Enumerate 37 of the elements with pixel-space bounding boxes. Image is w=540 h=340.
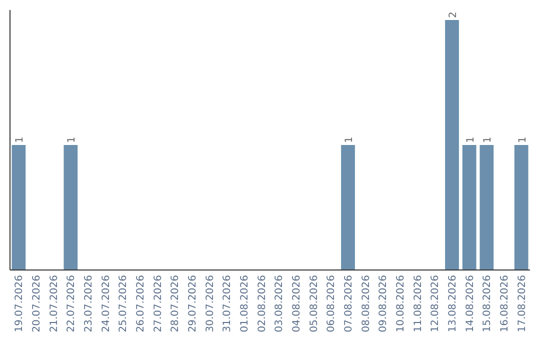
x-tick-label: 05.08.2026 [308, 275, 320, 332]
x-tick-label: 03.08.2026 [274, 275, 286, 332]
x-tick-label: 15.08.2026 [482, 275, 494, 332]
x-tick-label: 01.08.2026 [240, 275, 250, 332]
data-label: 1 [344, 136, 355, 143]
x-tick-label: 06.08.2026 [326, 275, 338, 332]
x-tick-label: 07.08.2026 [344, 275, 354, 332]
data-label: 1 [14, 136, 26, 143]
x-tick-label: 16.08.2026 [500, 275, 510, 332]
data-label: 1 [517, 136, 528, 143]
x-tick-label: 12.08.2026 [430, 275, 442, 332]
x-tick-label: 23.07.2026 [84, 275, 94, 332]
x-tick-label: 24.07.2026 [100, 275, 112, 332]
x-tick-label: 22.07.2026 [66, 275, 78, 332]
x-tick-label: 14.08.2026 [464, 275, 476, 332]
x-tick-label: 17.08.2026 [516, 275, 528, 332]
x-tick-label: 25.07.2026 [118, 275, 130, 332]
x-tick-label: 28.07.2026 [170, 275, 182, 332]
x-tick-label: 10.08.2026 [396, 275, 406, 332]
data-label: 1 [66, 136, 78, 143]
x-tick-label: 21.07.2026 [48, 275, 60, 332]
data-label: 1 [465, 136, 476, 143]
x-tick-label: 11.08.2026 [412, 275, 424, 332]
x-tick-label: 02.08.2026 [256, 275, 268, 332]
x-tick-label: 26.07.2026 [136, 275, 146, 332]
x-tick-label: 29.07.2026 [188, 275, 198, 332]
x-tick-label: 31.07.2026 [222, 275, 234, 332]
x-tick-label: 19.07.2026 [14, 275, 26, 332]
x-tick-label: 04.08.2026 [292, 275, 302, 332]
x-tick-label: 08.08.2026 [360, 275, 372, 332]
x-tick-label: 30.07.2026 [204, 275, 216, 332]
data-label: 2 [448, 12, 459, 18]
x-tick-label: 27.07.2026 [152, 275, 164, 332]
x-tick-label: 09.08.2026 [378, 275, 390, 332]
data-label: 1 [482, 136, 494, 143]
x-tick-label: 13.08.2026 [448, 275, 458, 332]
x-tick-label: 20.07.2026 [32, 275, 42, 332]
